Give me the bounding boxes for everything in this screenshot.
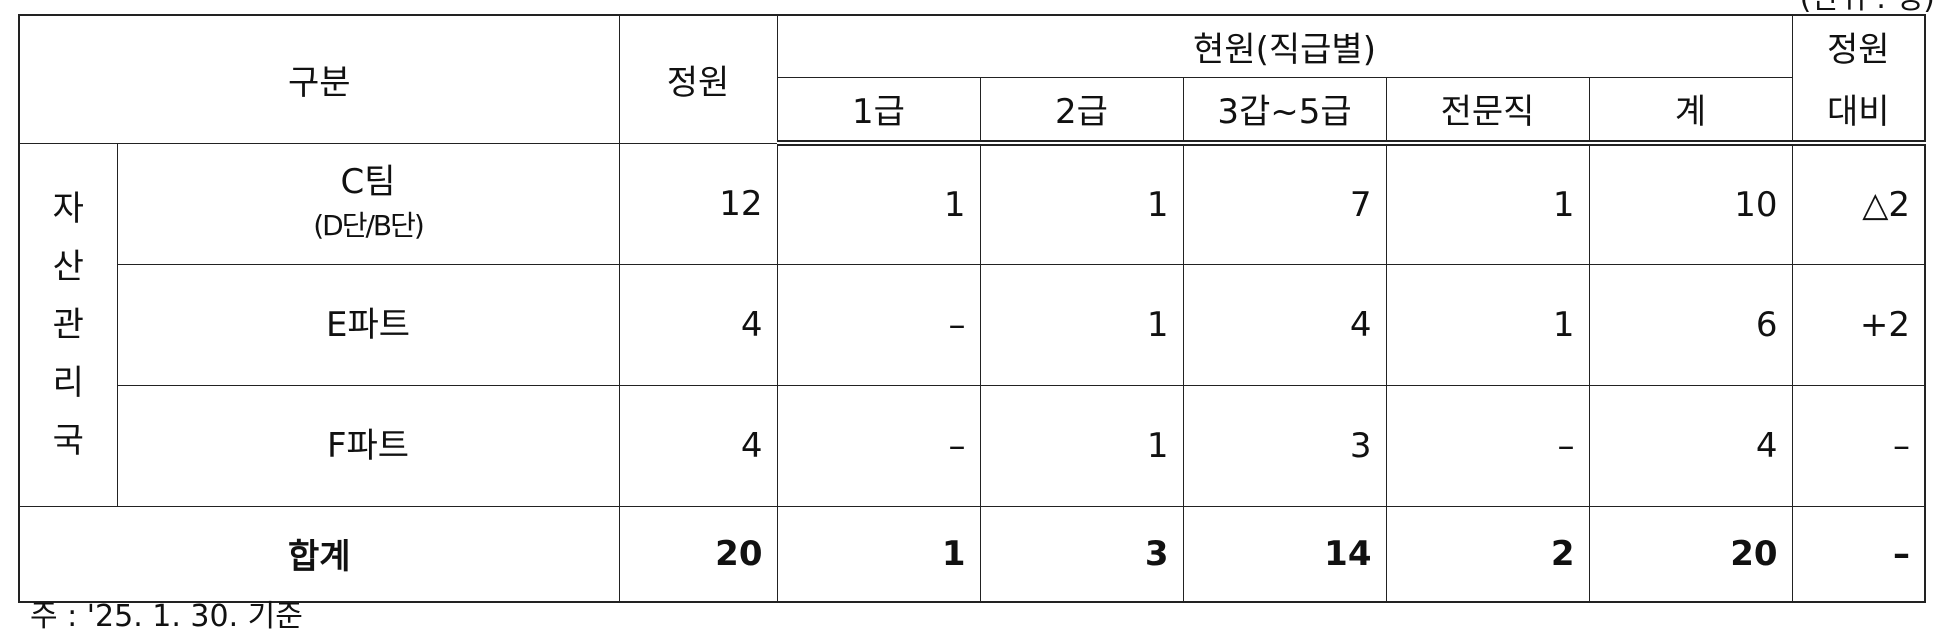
cell-specialist: 1	[1385, 263, 1590, 386]
unit-note: (단위 : 명)	[1800, 0, 1935, 14]
header-grade3to5: 3갑~5급	[1182, 76, 1387, 146]
header-row-bottom: 1급 2급 3갑~5급 전문직 계 대비	[19, 76, 1926, 146]
group-label-char: 리	[52, 362, 84, 403]
cell-grade2: 1	[979, 142, 1184, 265]
row-name-line1: C팀	[340, 161, 396, 202]
row-name: E파트	[116, 263, 620, 386]
table-row: 자 산 관 리 국 C팀 (D단/B단) 12 1 1 7 1 10 △2	[18, 142, 1926, 507]
header-subtotal: 계	[1588, 76, 1793, 146]
group-label-char: 산	[52, 246, 84, 287]
cell-grade1: 1	[776, 142, 981, 265]
header-grade1: 1급	[776, 76, 981, 146]
table-row: F파트 4 – 1 3 – 4 –	[19, 384, 1926, 507]
total-specialist: 2	[1385, 505, 1590, 603]
cell-grade2: 1	[979, 263, 1184, 386]
row-name: F파트	[116, 384, 620, 507]
group-label-char: 관	[52, 304, 84, 345]
cell-subtotal: 6	[1588, 263, 1793, 386]
cell-vs-quota: –	[1791, 384, 1926, 507]
header-vs-quota-line2: 대비	[1791, 77, 1926, 146]
cell-vs-quota: △2	[1791, 142, 1926, 265]
total-vs-quota: –	[1791, 505, 1926, 603]
cell-grade2: 1	[979, 384, 1184, 507]
header-category: 구분	[18, 14, 620, 144]
table-row: E파트 4 – 1 4 1 6 +2	[19, 263, 1926, 386]
cell-grade3to5: 7	[1182, 142, 1387, 265]
total-subtotal: 20	[1588, 505, 1793, 603]
header-quota: 정원	[618, 14, 778, 144]
cell-grade1: –	[776, 384, 981, 507]
cell-quota: 12	[618, 142, 778, 265]
row-name: C팀 (D단/B단)	[116, 142, 620, 265]
footnote: 주 : '25. 1. 30. 기준	[30, 599, 303, 634]
total-quota: 20	[618, 505, 778, 603]
total-row: 합계 20 1 3 14 2 20 –	[18, 505, 1926, 603]
cell-specialist: 1	[1385, 142, 1590, 265]
cell-subtotal: 10	[1588, 142, 1793, 265]
cell-grade3to5: 4	[1182, 263, 1387, 386]
group-label-char: 자	[52, 188, 84, 229]
total-grade1: 1	[776, 505, 981, 603]
cell-grade1: –	[776, 263, 981, 386]
cell-quota: 4	[618, 263, 778, 386]
header-specialist: 전문직	[1385, 76, 1590, 146]
header-row-top: 구분 정원 현원(직급별) 정원	[18, 14, 1926, 144]
total-grade2: 3	[979, 505, 1184, 603]
cell-quota: 4	[618, 384, 778, 507]
header-grade2: 2급	[979, 76, 1184, 146]
header-vs-quota-line1: 정원	[1791, 14, 1926, 77]
staffing-table: 구분 정원 현원(직급별) 정원 1급 2급 3갑~5급 전문직 계 대비 자 …	[18, 14, 1927, 603]
cell-specialist: –	[1385, 384, 1590, 507]
header-current-group: 현원(직급별)	[776, 14, 1793, 78]
cell-grade3to5: 3	[1182, 384, 1387, 507]
group-label-char: 국	[52, 420, 84, 461]
total-label: 합계	[18, 505, 620, 603]
cell-vs-quota: +2	[1791, 263, 1926, 386]
row-name-line2: (D단/B단)	[313, 208, 425, 242]
group-label: 자 산 관 리 국	[18, 142, 118, 507]
total-grade3to5: 14	[1182, 505, 1387, 603]
cell-subtotal: 4	[1588, 384, 1793, 507]
